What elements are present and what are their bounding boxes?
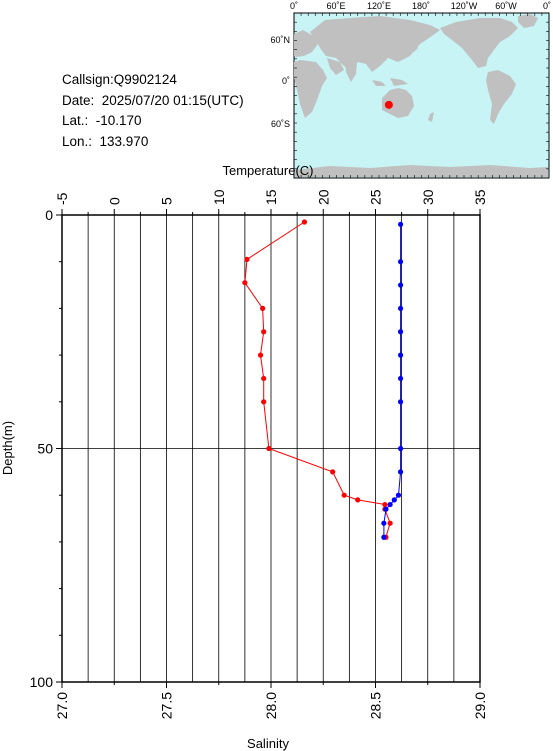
map-label-top-4: 120˚W (451, 1, 478, 11)
salinity-tick-label: 27.0 (54, 692, 70, 719)
series-lines (244, 221, 402, 538)
salinity-data-point (397, 305, 404, 311)
land-africa-europe (294, 30, 327, 118)
map-land (294, 14, 548, 177)
temperature-axis-title: Temperature(C) (222, 163, 313, 178)
temperature-data-point (261, 399, 267, 405)
map-label-top-0: 0˚ (290, 1, 298, 11)
station-info: Callsign:Q9902124 Date: 2025/07/20 01:15… (62, 70, 244, 152)
land-antarctica (295, 165, 548, 177)
salinity-tick-label: 28.5 (368, 692, 384, 719)
temperature-tick-label: 35 (472, 189, 488, 205)
depth-axis-title: Depth(m) (0, 421, 15, 475)
salinity-data-point (397, 445, 404, 452)
temperature-tick-label: 25 (368, 189, 384, 205)
temperature-tick-label: 20 (315, 189, 331, 205)
salinity-data-point (397, 352, 404, 358)
map-label-top-3: 180˚ (412, 1, 430, 11)
temperature-data-point (261, 329, 267, 335)
temperature-tick-label: 5 (159, 197, 175, 205)
temperature-tick-label: 0 (106, 197, 122, 205)
salinity-tick-label: 29.0 (472, 692, 488, 719)
map-label-top-6: 0˚ (543, 1, 551, 11)
temperature-data-point (242, 280, 248, 286)
salinity-data-point (391, 497, 397, 503)
salinity-data-point (381, 534, 387, 540)
map-label-top-1: 60˚E (326, 1, 345, 11)
longitude-text: Lon.: 133.970 (62, 133, 149, 149)
temperature-data-point (387, 520, 393, 526)
temperature-tick-label: 30 (420, 189, 436, 205)
latitude-text: Lat.: -10.170 (62, 113, 142, 128)
land-greenland (518, 14, 538, 28)
temperature-data-point (330, 469, 336, 475)
temperature-tick-label: 15 (263, 189, 279, 205)
temperature-data-point (266, 445, 272, 452)
station-location-marker (384, 100, 393, 109)
land-arabia (327, 58, 344, 75)
temperature-data-point (341, 492, 347, 498)
map-graticule-ticks (293, 12, 550, 179)
land-japan (412, 40, 418, 52)
salinity-data-point (397, 221, 404, 227)
salinity-axis-title: Salinity (247, 736, 289, 751)
temperature-data-point (257, 352, 264, 358)
depth-tick-label: 50 (37, 441, 53, 457)
depth-tick-label: 100 (30, 674, 54, 690)
salinity-data-point (397, 399, 404, 405)
temperature-data-point (355, 497, 361, 503)
temperature-data-point (244, 256, 250, 262)
temperature-tick-label: 10 (211, 189, 227, 205)
salinity-data-point (395, 492, 402, 498)
salinity-data-point (383, 506, 389, 512)
land-india (345, 62, 357, 82)
temperature-tick-label: -5 (54, 192, 70, 205)
land-new-zealand (428, 112, 434, 122)
salinity-tick-label: 28.0 (263, 692, 279, 719)
land-north-america (440, 18, 518, 68)
land-australia (382, 88, 414, 118)
salinity-data-point (381, 520, 387, 526)
temperature-axis-ticks: -5 0 5 10 15 20 25 30 35 (54, 189, 488, 215)
temperature-data-point (260, 305, 266, 311)
callsign-text: Callsign:Q9902124 (62, 72, 177, 87)
salinity-data-point (397, 375, 404, 382)
land-indonesia (372, 78, 408, 86)
map-label-top-2: 120˚E (367, 1, 391, 11)
location-map: 0˚ 60˚E 120˚E 180˚ 120˚W 60˚W 0˚ 60˚N 0˚… (270, 1, 551, 179)
temperature-data-point (301, 219, 308, 225)
salinity-data-point (397, 259, 404, 265)
map-label-left-2: 60˚S (271, 119, 290, 129)
temperature-data-point (382, 501, 388, 508)
land-south-america (486, 70, 516, 124)
salinity-data-point (397, 329, 404, 335)
salinity-tick-label: 27.5 (159, 692, 175, 719)
land-asia (310, 16, 440, 72)
salinity-axis-ticks: 27.0 27.5 28.0 28.5 29.0 (54, 682, 488, 719)
depth-axis-ticks: 0 50 100 (30, 207, 62, 690)
salinity-data-point (387, 501, 393, 508)
salinity-data-point (397, 469, 404, 475)
series-points (242, 219, 404, 540)
salinity-data-point (397, 282, 404, 288)
map-label-left-1: 0˚ (282, 76, 290, 86)
date-text: Date: 2025/07/20 01:15(UTC) (62, 92, 244, 108)
depth-tick-label: 0 (45, 207, 53, 223)
temperature-series-line (244, 221, 391, 538)
temperature-data-point (261, 375, 267, 382)
map-label-top-5: 60˚W (495, 1, 517, 11)
map-label-left-0: 60˚N (270, 35, 290, 45)
salinity-series-line (383, 224, 402, 538)
